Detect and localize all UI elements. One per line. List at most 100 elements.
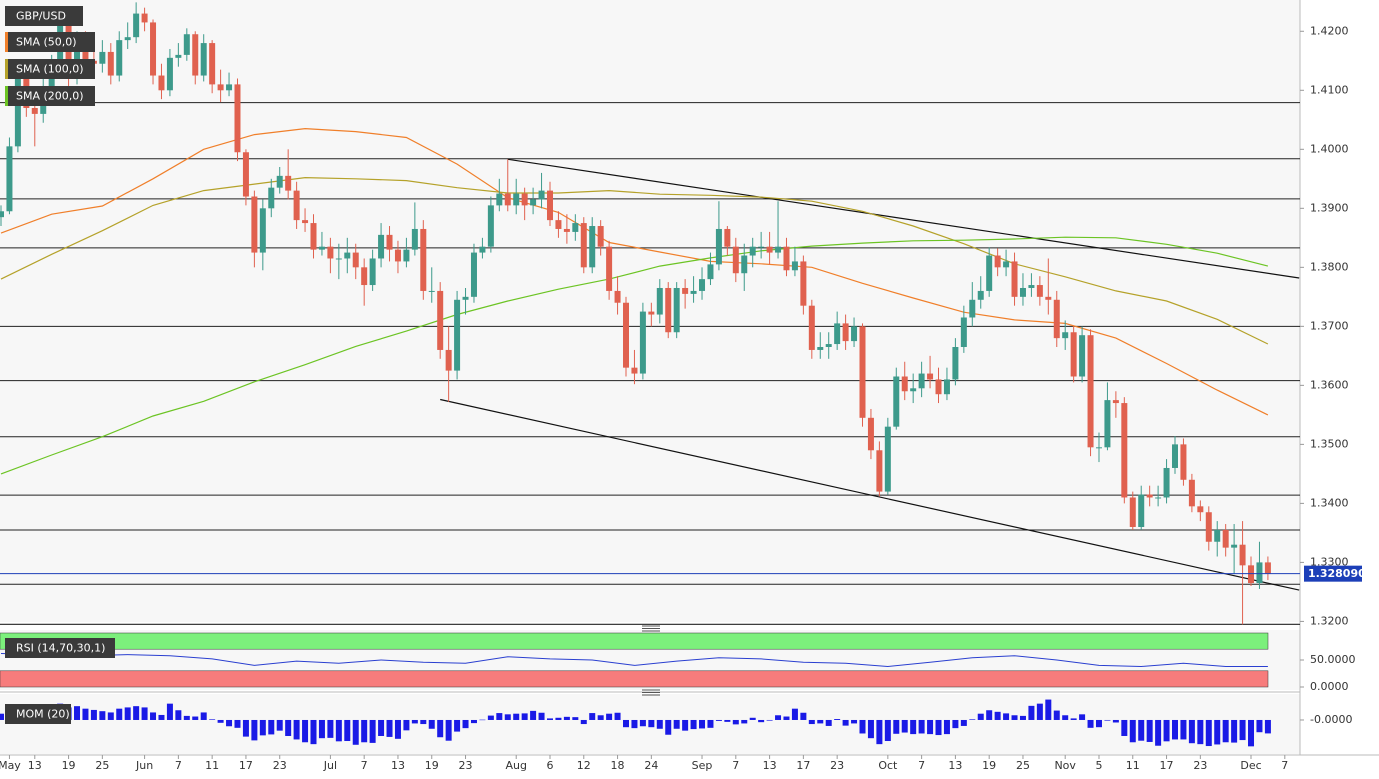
- candle-body: [166, 57, 173, 91]
- resize-grip[interactable]: [642, 689, 660, 696]
- mom-bar: [1163, 719, 1170, 742]
- x-tick-label: 5: [1095, 759, 1102, 772]
- mom-bar: [268, 719, 275, 735]
- candle-body: [960, 317, 967, 347]
- legend-label: SMA (200,0): [16, 90, 84, 103]
- mom-bar: [158, 714, 165, 720]
- legend-box: [5, 59, 95, 79]
- candle-body: [690, 290, 697, 294]
- candle-body: [234, 84, 241, 153]
- mom-bar: [183, 715, 190, 720]
- panel-label: MOM (20): [16, 708, 70, 721]
- candle-body: [715, 228, 722, 265]
- candle-body: [977, 290, 984, 300]
- candle-body: [758, 246, 765, 248]
- resize-grip[interactable]: [642, 625, 660, 632]
- mom-bar: [302, 719, 309, 743]
- candle-body: [665, 287, 672, 333]
- trend-line: [507, 158, 1300, 279]
- candle-body: [107, 51, 114, 76]
- candle-body: [428, 290, 435, 292]
- price-panel: [0, 0, 1300, 622]
- candle-body: [546, 190, 553, 221]
- mom-bar: [977, 713, 984, 720]
- candle-body: [6, 146, 13, 212]
- x-tick-label: 23: [830, 759, 844, 772]
- mom-bar: [1019, 715, 1026, 720]
- candle-body: [775, 246, 782, 253]
- candle-body: [1079, 335, 1086, 377]
- candle-body: [935, 379, 942, 395]
- candle-body: [766, 246, 773, 253]
- candle-body: [285, 175, 292, 191]
- mom-bar: [1205, 719, 1212, 747]
- legend-gbpusd[interactable]: GBP/USD: [5, 6, 83, 26]
- candle-body: [470, 252, 477, 297]
- mom-bar: [538, 712, 545, 720]
- mom-bar: [394, 719, 401, 739]
- mom-bar: [352, 719, 359, 745]
- mom-bar: [1053, 710, 1060, 720]
- candle-body: [14, 72, 21, 147]
- candle-body: [369, 258, 376, 286]
- mom-bar: [1095, 719, 1102, 728]
- mom-bar: [623, 719, 630, 728]
- candle-body: [175, 54, 182, 58]
- mom-bar: [648, 719, 655, 728]
- y-tick-label: 50.0000: [1310, 653, 1356, 666]
- x-tick-label: 13: [28, 759, 42, 772]
- candle-body: [386, 234, 393, 250]
- legend-label: SMA (50,0): [16, 36, 77, 49]
- candle-body: [1070, 332, 1077, 377]
- x-tick-label: 25: [1016, 759, 1030, 772]
- legend-box: [5, 6, 83, 26]
- rsi-legend[interactable]: RSI (14,70,30,1): [5, 638, 115, 658]
- mom-bar: [699, 719, 706, 729]
- candle-body: [639, 311, 646, 374]
- candle-body: [1095, 447, 1102, 449]
- mom-bar: [107, 712, 114, 720]
- candle-body: [116, 40, 123, 76]
- mom-bar: [952, 719, 959, 729]
- last-price-box: [1304, 565, 1362, 582]
- mom-bar: [1121, 719, 1128, 736]
- candle-body: [901, 376, 908, 392]
- candle-body: [293, 190, 300, 221]
- candle-body: [648, 311, 655, 315]
- mom-bar: [403, 719, 410, 731]
- mom-bar: [504, 714, 511, 720]
- mom-bar: [665, 719, 672, 735]
- candle-body: [749, 246, 756, 256]
- legend-box: [5, 32, 95, 52]
- candle-body: [842, 323, 849, 342]
- mom-legend[interactable]: MOM (20): [5, 704, 71, 724]
- candle-body: [859, 326, 866, 418]
- candle-body: [394, 249, 401, 262]
- mom-bar: [344, 719, 351, 742]
- candle-body: [183, 34, 190, 55]
- mom-bar: [546, 718, 553, 720]
- mom-bar: [927, 719, 934, 735]
- mom-bar: [1264, 719, 1271, 734]
- y-tick-label: 1.3400: [1310, 496, 1349, 509]
- mom-bar: [318, 719, 325, 739]
- mom-bar: [200, 712, 207, 720]
- candle-body: [800, 261, 807, 306]
- x-tick-label: 17: [239, 759, 253, 772]
- candle-body: [259, 208, 266, 253]
- mom-bar: [808, 719, 815, 725]
- candle-body: [893, 376, 900, 427]
- mom-bar: [969, 719, 976, 720]
- mom-bar: [90, 709, 97, 720]
- mom-bar: [572, 717, 579, 720]
- candle-body: [732, 246, 739, 274]
- candle-body: [335, 258, 342, 260]
- candle-body: [707, 264, 714, 280]
- mom-bar: [1087, 719, 1094, 728]
- candle-body: [479, 246, 486, 253]
- candle-body: [327, 246, 334, 259]
- symbol-label: GBP/USD: [16, 10, 66, 23]
- mom-bar: [715, 719, 722, 721]
- mom-bar: [133, 706, 140, 720]
- x-tick-label: Nov: [1054, 759, 1076, 772]
